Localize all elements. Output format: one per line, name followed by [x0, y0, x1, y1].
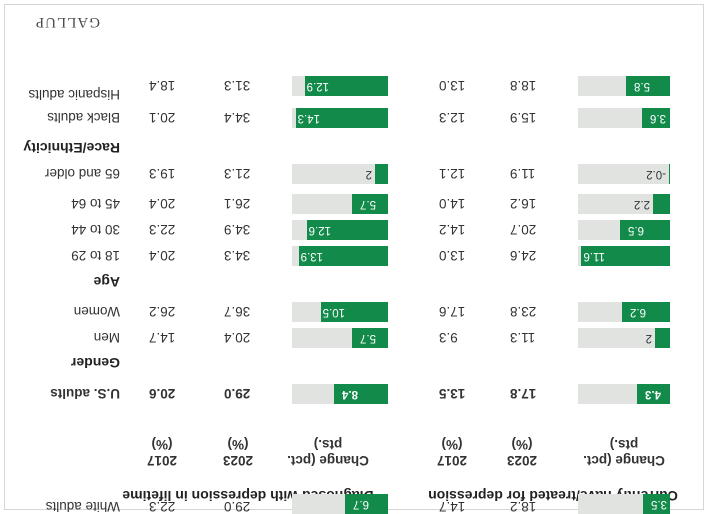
cur-change-label: 3.6: [650, 112, 666, 124]
cur-2023-value: 11.9: [510, 166, 536, 181]
cur-change-bar: [655, 328, 670, 348]
diag-2017-value: 14.7: [149, 330, 176, 345]
diag-change-label: 10.5: [322, 306, 345, 318]
diag-2023-value: 34.3: [224, 248, 251, 263]
diag-change-label: 12.6: [308, 224, 331, 236]
cur-2017-value: 13.0: [439, 78, 466, 93]
diag-change-label: 2: [365, 168, 372, 180]
col-cur-change: Change (pct. pts.): [583, 437, 665, 468]
row-label: 65 and older: [44, 166, 120, 181]
row-label: Men: [93, 330, 120, 345]
diag-change-label: 14.3: [297, 112, 320, 124]
diag-change-label: 5.7: [360, 198, 376, 210]
cur-2017-value: 14.2: [439, 222, 466, 237]
cur-2023-value: 18.2: [510, 499, 537, 514]
section-label: Race/Ethnicity: [23, 140, 120, 156]
diag-2023-value: 20.4: [224, 330, 251, 345]
row-label: 18 to 29: [71, 248, 120, 263]
col-cur-2017: 2017 (%): [436, 437, 468, 468]
col-cur-2023: 2023 (%): [506, 437, 538, 468]
diag-2023-value: 29.0: [224, 499, 251, 514]
section-label: Gender: [70, 355, 120, 371]
cur-2017-value: 9.3: [439, 330, 458, 345]
cur-change-label: 5.8: [634, 80, 650, 92]
cur-2023-value: 20.7: [510, 222, 537, 237]
row-label: U.S. adults: [50, 386, 120, 401]
diag-change-label: 5.7: [360, 332, 376, 344]
diag-2017-value: 22.3: [149, 499, 176, 514]
cur-change-label: 3.5: [651, 498, 667, 510]
cur-change-label: 2: [645, 332, 652, 344]
col-diag-change: Change (pct. pts.): [287, 437, 369, 468]
diag-change-label: 8.4: [342, 388, 358, 400]
gallup-logo: GALLUP: [34, 14, 100, 30]
row-label: 45 to 64: [71, 196, 120, 211]
cur-change-label: 11.6: [583, 250, 605, 262]
cur-change-label: -0.2: [646, 168, 666, 180]
cur-change-bar: [653, 194, 670, 214]
cur-2023-value: 11.3: [510, 330, 536, 345]
diag-2017-value: 22.3: [149, 222, 176, 237]
cur-change-label: 4.3: [645, 388, 661, 400]
diag-2017-value: 20.4: [149, 196, 176, 211]
col-diag-2017: 2017 (%): [146, 437, 178, 468]
row-label: 30 to 44: [71, 222, 120, 237]
diag-change-track: [292, 164, 388, 184]
cur-2017-value: 13.5: [439, 386, 466, 401]
cur-2023-value: 24.6: [510, 248, 537, 263]
cur-change-label: 6.5: [628, 224, 644, 236]
cur-2023-value: 17.8: [510, 386, 537, 401]
cur-change-bar: [669, 164, 670, 184]
diag-change-label: 12.9: [306, 80, 329, 92]
section-label: Age: [93, 274, 120, 290]
cur-2023-value: 15.9: [510, 110, 537, 125]
diag-change-bar: [375, 164, 388, 184]
diag-2023-value: 21.3: [224, 166, 251, 181]
row-label: Hispanic adults: [28, 87, 120, 102]
diag-2023-value: 34.9: [224, 222, 251, 237]
diag-2017-value: 19.3: [149, 166, 176, 181]
diag-change-label: 13.9: [300, 250, 323, 262]
diag-2017-value: 20.6: [149, 386, 176, 401]
diag-2017-value: 26.2: [149, 304, 176, 319]
cur-2017-value: 14.7: [439, 499, 466, 514]
cur-2017-value: 12.3: [439, 110, 466, 125]
diag-2023-value: 26.1: [224, 196, 251, 211]
cur-2017-value: 17.6: [439, 304, 466, 319]
diag-2023-value: 31.3: [224, 78, 251, 93]
cur-2017-value: 12.1: [439, 166, 466, 181]
cur-2023-value: 18.8: [510, 78, 537, 93]
diag-2023-value: 29.0: [224, 386, 251, 401]
cur-2023-value: 16.2: [510, 196, 537, 211]
diag-2017-value: 20.1: [149, 110, 176, 125]
diag-change-label: 6.7: [353, 498, 369, 510]
diag-2023-value: 36.7: [224, 304, 251, 319]
cur-2017-value: 14.0: [439, 196, 466, 211]
diag-2017-value: 18.4: [149, 78, 176, 93]
cur-2017-value: 13.0: [439, 248, 466, 263]
row-label: Black adults: [47, 110, 120, 125]
row-label: White adults: [45, 499, 120, 514]
cur-change-label: 2.2: [634, 198, 650, 210]
diag-2023-value: 34.4: [224, 110, 251, 125]
diag-2017-value: 20.4: [149, 248, 176, 263]
col-diag-2023: 2023 (%): [222, 437, 254, 468]
row-label: Women: [73, 304, 120, 319]
cur-2023-value: 23.8: [510, 304, 537, 319]
cur-change-label: 6.2: [630, 306, 646, 318]
